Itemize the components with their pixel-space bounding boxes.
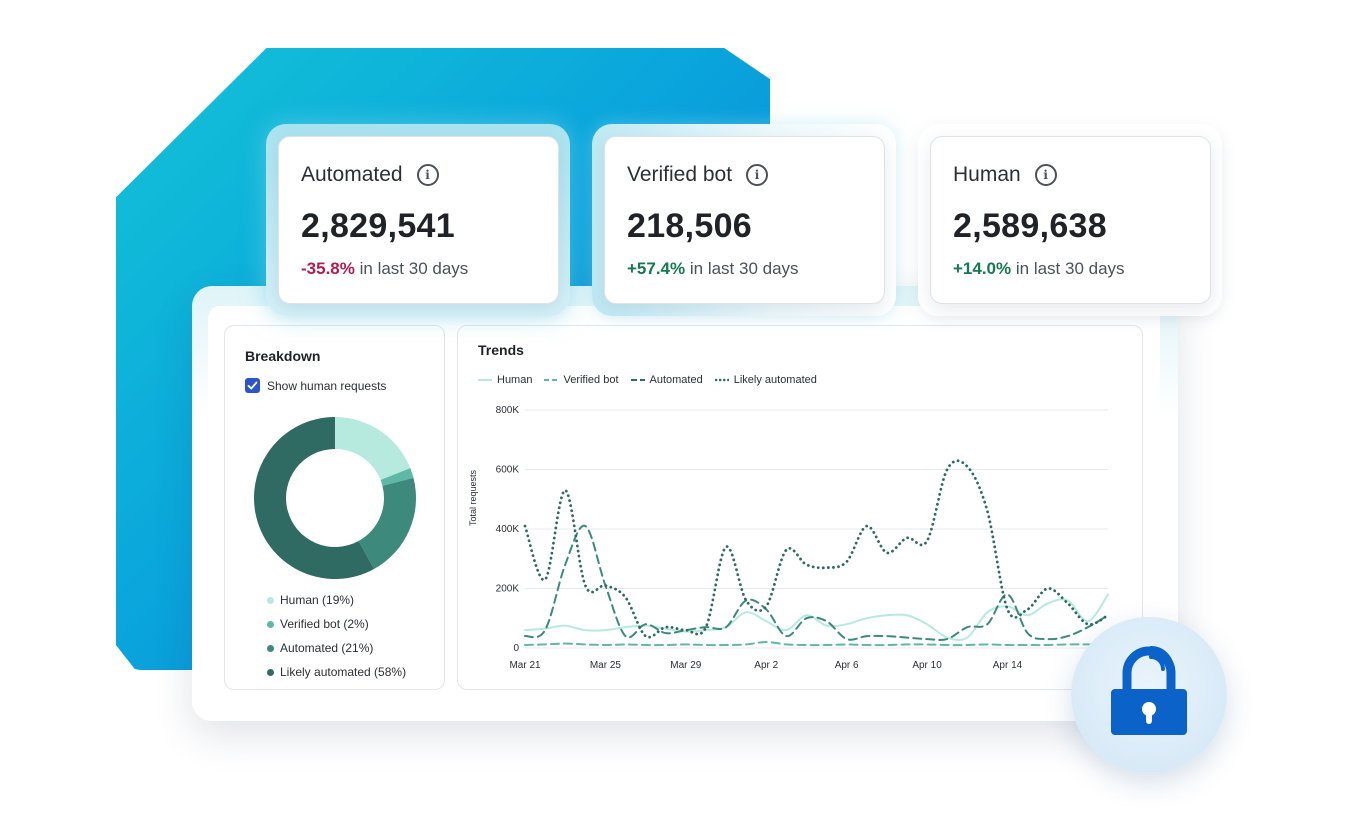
x-tick-label: Apr 2 [754,660,778,671]
lock-badge [1071,617,1227,773]
stat-card-verified-bot-value: 218,506 [627,207,753,245]
trends-legend-human-label: Human [497,374,533,386]
wireless-lock-icon [1111,646,1187,735]
stat-card-verified-bot[interactable]: Verified bot i 218,506 +57.4% in last 30… [604,136,885,304]
stat-card-automated-delta: -35.8% [301,259,355,278]
info-icon[interactable]: i [416,164,439,186]
legend-line-human [478,379,492,381]
trends-legend-automated-label: Automated [649,374,703,386]
breakdown-donut-chart [253,417,416,579]
legend-line-automated [630,379,645,381]
stat-card-human[interactable]: Human i 2,589,638 +14.0% in last 30 days [930,136,1211,304]
legend-item-automated: Automated (21%) [267,636,406,660]
x-tick-label: Apr 6 [835,660,859,671]
stat-card-automated-delta-row: -35.8% in last 30 days [301,259,468,279]
donut-slice-automated [358,477,416,569]
donut-slice-human [335,417,411,480]
legend-label-likely-automated: Likely automated (58%) [280,665,407,679]
breakdown-title: Breakdown [245,348,321,364]
stat-card-human-label: Human [953,163,1021,186]
legend-label-human: Human (19%) [280,593,355,607]
series-line-likely-automated [523,459,1110,639]
legend-item-likely-automated: Likely automated (58%) [267,660,406,684]
donut-slice-likely-automated [253,417,375,579]
info-icon[interactable]: i [1034,164,1057,186]
stat-card-human-delta: +14.0% [953,259,1012,278]
stat-card-automated[interactable]: Automated i 2,829,541 -35.8% in last 30 … [278,136,559,304]
trends-legend-verified-bot-label: Verified bot [563,374,619,386]
breakdown-panel: Breakdown Show human requests Human (19%… [224,325,445,690]
x-tick-label: Mar 25 [590,660,622,671]
legend-label-automated: Automated (21%) [280,641,374,655]
trends-legend-human: Human [478,374,532,386]
breakdown-legend: Human (19%) Verified bot (2%) Automated … [267,588,406,684]
legend-dot-verified-bot [267,620,274,628]
x-tick-label: Apr 10 [912,660,942,671]
x-tick-label: Apr 14 [993,660,1023,671]
show-human-requests-row[interactable]: Show human requests [245,378,386,393]
legend-line-verified-bot [544,379,559,381]
stat-card-human-delta-suffix: in last 30 days [1015,259,1125,278]
trends-legend-likely-automated-label: Likely automated [733,374,817,386]
donut-slice-verified-bot [380,468,414,486]
y-tick-label: 600K [496,465,520,476]
trends-legend-automated: Automated [630,374,703,386]
series-line-human [524,593,1109,642]
checkmark-icon [247,381,258,390]
trends-line-chart: 0 200K 400K 600K 800K Mar 21 Mar 25 Mar 29 Apr 2… [496,405,1110,671]
legend-label-verified-bot: Verified bot (2%) [280,617,369,631]
x-tick-label: Mar 29 [670,660,702,671]
stat-card-automated-delta-suffix: in last 30 days [359,259,469,278]
trends-panel: Trends Human Verified bot Automated Like… [457,325,1143,690]
series-line-verified-bot [524,641,1109,647]
show-human-requests-checkbox[interactable] [245,378,260,393]
legend-dot-human [267,596,274,604]
stat-card-human-delta-row: +14.0% in last 30 days [953,259,1125,279]
info-icon[interactable]: i [746,164,769,186]
stat-card-automated-label: Automated [301,163,403,186]
trends-legend-likely-automated: Likely automated [714,374,817,386]
series-line-automated [524,524,1109,642]
stat-card-verified-bot-delta-row: +57.4% in last 30 days [627,259,799,279]
stat-card-automated-value: 2,829,541 [301,207,455,245]
legend-item-human: Human (19%) [267,588,406,612]
y-tick-label: 0 [513,643,519,654]
x-tick-label: Mar 21 [509,660,541,671]
trends-legend-verified-bot: Verified bot [544,374,619,386]
show-human-requests-label: Show human requests [267,378,387,393]
stat-card-human-value: 2,589,638 [953,207,1107,245]
trends-title: Trends [478,342,524,358]
y-tick-label: 200K [496,584,520,595]
legend-item-verified-bot: Verified bot (2%) [267,612,406,636]
stat-card-verified-bot-delta-suffix: in last 30 days [689,259,799,278]
legend-dot-automated [267,644,274,652]
y-tick-label: 800K [496,405,520,416]
y-tick-label: 400K [496,524,520,535]
stat-card-verified-bot-label: Verified bot [627,163,733,186]
legend-dot-likely-automated [267,668,274,676]
stat-card-verified-bot-delta: +57.4% [627,259,686,278]
trends-legend: Human Verified bot Automated Likely auto… [478,374,817,386]
